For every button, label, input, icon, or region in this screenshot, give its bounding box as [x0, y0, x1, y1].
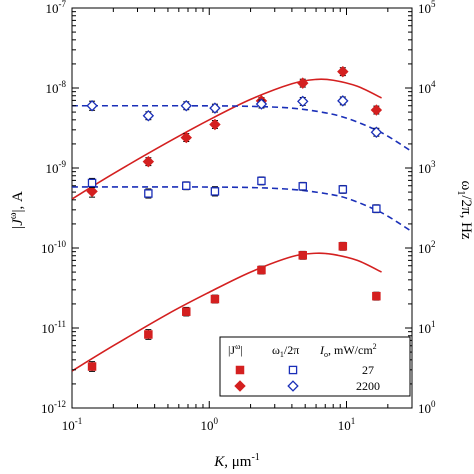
y-left-tick-label: 10-8 [46, 79, 67, 96]
data-point-open-square [258, 177, 265, 184]
y-left-tick-label: 10-12 [41, 399, 66, 416]
y-right-tick-label: 104 [418, 79, 436, 96]
y-left-tick-label: 10-7 [46, 0, 67, 16]
data-point-open-square [339, 186, 346, 193]
data-point-filled-square [145, 331, 152, 338]
data-point-filled-diamond [144, 157, 154, 167]
data-point-open-square [373, 205, 380, 212]
legend-header-w: ω1/2π [272, 343, 299, 359]
data-point-filled-square [88, 363, 95, 370]
legend-value: 2200 [356, 379, 380, 393]
data-point-filled-square [183, 308, 190, 315]
x-tick-label: 101 [338, 416, 356, 433]
y-right-axis-title: ω1/2π, Hz [455, 180, 474, 239]
y-left-tick-label: 10-10 [41, 239, 66, 256]
data-point-filled-square [339, 243, 346, 250]
y-left-axis-title: |Jω|, A [8, 191, 26, 229]
data-point-open-diamond [87, 101, 97, 111]
fit-curves [72, 79, 412, 371]
data-point-filled-diamond [210, 120, 220, 130]
data-points [87, 67, 381, 372]
data-point-open-square [145, 190, 152, 197]
data-point-filled-diamond [372, 105, 382, 115]
data-point-filled-square [258, 266, 265, 273]
y-right-tick-label: 103 [418, 159, 436, 176]
legend-box [220, 337, 410, 396]
data-point-filled-square [373, 293, 380, 300]
y-right-tick-label: 105 [418, 0, 436, 16]
data-point-open-square [183, 182, 190, 189]
data-point-open-diamond [298, 97, 308, 107]
legend-marker-j [236, 366, 243, 373]
y-right-tick-label: 100 [418, 399, 436, 416]
data-point-open-square [88, 179, 95, 186]
legend-value: 27 [362, 363, 374, 377]
y-left-tick-label: 10-11 [41, 319, 66, 336]
legend-header-i: Io, mW/cm2 [319, 342, 377, 359]
y-right-tick-label: 101 [418, 319, 436, 336]
y-left-tick-label: 10-9 [46, 159, 67, 176]
data-point-open-diamond [338, 96, 348, 106]
data-point-open-diamond [144, 111, 154, 121]
data-point-open-diamond [210, 103, 220, 113]
data-point-filled-square [299, 252, 306, 259]
fit-curve-dashed [72, 106, 412, 152]
x-axis-title: K, μm-1 [213, 452, 260, 470]
data-point-open-square [299, 183, 306, 190]
fit-curve-dashed [72, 187, 412, 232]
x-tick-label: 100 [201, 416, 219, 433]
data-point-filled-square [211, 295, 218, 302]
legend-marker-w [289, 366, 296, 373]
data-point-open-diamond [181, 101, 191, 111]
data-point-filled-diamond [338, 67, 348, 77]
y-right-tick-label: 102 [418, 239, 436, 256]
fit-curve-solid [72, 79, 382, 199]
data-point-open-square [211, 188, 218, 195]
x-tick-label: 10-1 [62, 416, 83, 433]
